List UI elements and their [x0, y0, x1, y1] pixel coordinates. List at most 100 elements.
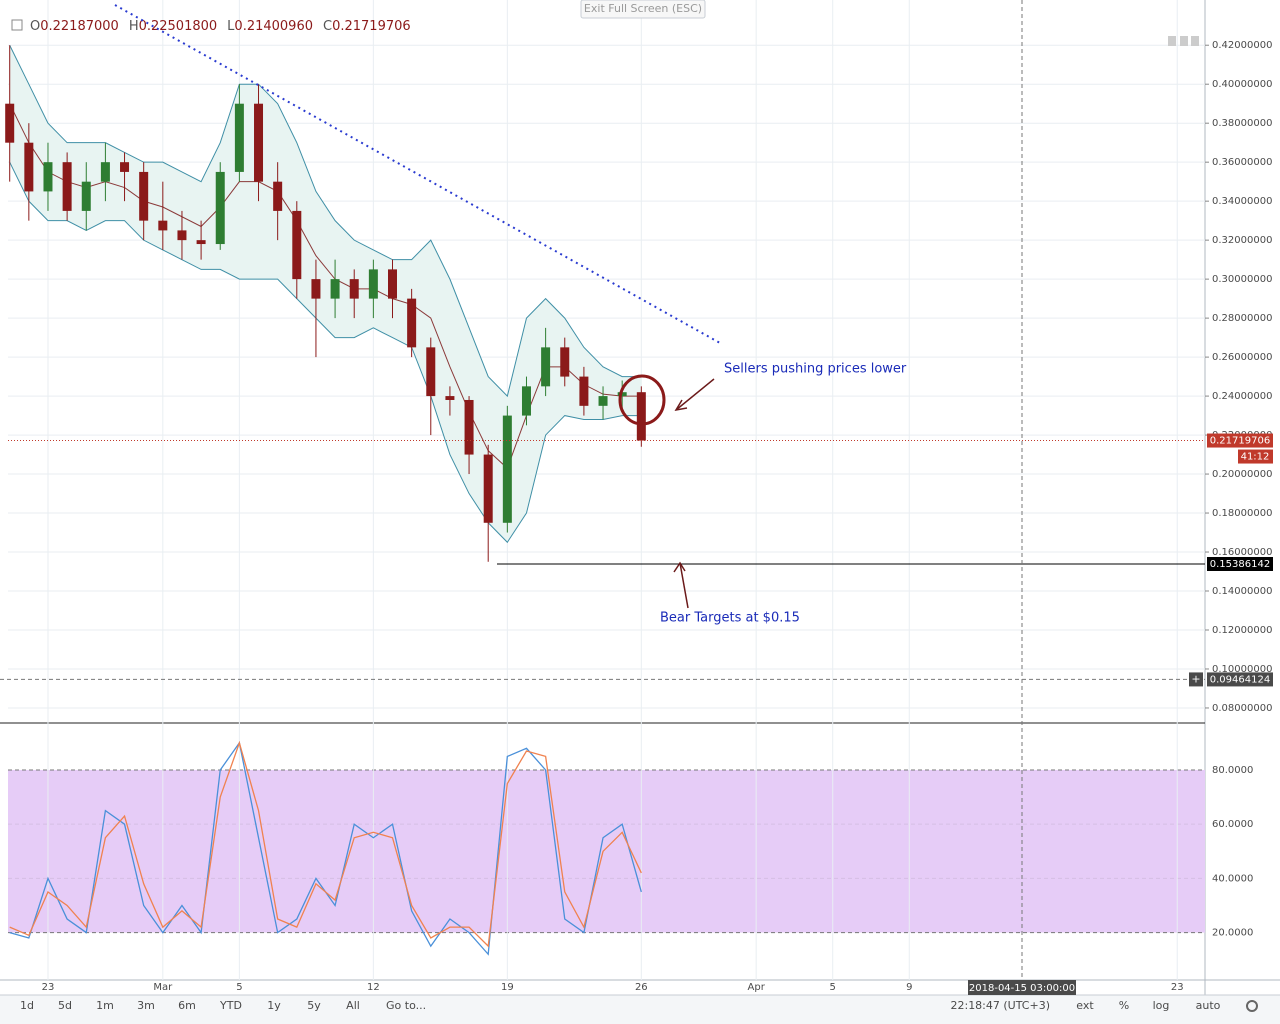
candle-body [81, 181, 91, 211]
ohlc-key: O [30, 19, 40, 34]
candle-body [445, 396, 455, 400]
y-tick-label: 0.08000000 [1212, 703, 1272, 714]
range-button[interactable]: 5d [58, 999, 72, 1012]
pane-button[interactable] [1168, 36, 1176, 46]
range-button[interactable]: YTD [219, 999, 242, 1012]
range-button[interactable]: 1m [96, 999, 114, 1012]
bottom-toolbar [0, 995, 1280, 1024]
range-button[interactable]: 3m [137, 999, 155, 1012]
exit-fullscreen-button[interactable] [580, 0, 706, 19]
candle-body [330, 279, 340, 299]
range-button[interactable]: 1d [20, 999, 34, 1012]
y-tick-label: 0.28000000 [1212, 313, 1272, 324]
ohlc-key: L [227, 19, 235, 34]
y-tick-label: 0.40000000 [1212, 79, 1272, 90]
candle-body [560, 347, 570, 377]
y-tick-label: 0.36000000 [1212, 157, 1272, 168]
add-button-icon: + [1191, 672, 1200, 685]
pane-button[interactable] [1191, 36, 1199, 46]
candle-body [521, 386, 531, 416]
ohlc-key: C [323, 19, 332, 34]
y-tick-label: 0.24000000 [1212, 391, 1272, 402]
x-tick-label: 26 [635, 982, 648, 993]
candle-body [43, 162, 53, 192]
y-tick-label: 0.26000000 [1212, 352, 1272, 363]
legend-toggle[interactable] [11, 19, 23, 31]
y-tick-label: 0.32000000 [1212, 235, 1272, 246]
ohlc-value: 0.22501800 [139, 19, 218, 34]
exit-fullscreen-label: Exit Full Screen (ESC) [584, 2, 702, 15]
ohlc-value: 0.21400960 [234, 19, 313, 34]
candle-body [292, 210, 302, 280]
ohlc-legend: O0.22187000 H0.22501800 L0.21400960 C0.2171… [30, 19, 411, 34]
trendline [114, 4, 721, 344]
candle-body [5, 103, 15, 143]
y-tick-label: 0.18000000 [1212, 508, 1272, 519]
x-tick-label: 23 [42, 982, 55, 993]
candle-body [273, 181, 283, 211]
x-tick-label: 23 [1171, 982, 1184, 993]
y-tick-label: 0.20000000 [1212, 469, 1272, 480]
candle-body [24, 142, 34, 192]
goto-button[interactable]: Go to... [386, 999, 426, 1012]
arrow-head [673, 561, 686, 573]
price-label: 0.21719706 [1210, 436, 1270, 447]
range-button[interactable]: 5y [307, 999, 321, 1012]
crosshair-time-box [968, 980, 1076, 995]
pane-button[interactable] [1180, 36, 1188, 46]
y-tick-label: 60.0000 [1212, 819, 1253, 830]
crosshair-price-box [1207, 672, 1273, 687]
price-label-box [1207, 433, 1273, 448]
candle-body [100, 162, 110, 182]
candle-body [483, 454, 493, 523]
y-tick-label: 0.16000000 [1212, 547, 1272, 558]
candle-body [311, 279, 321, 299]
settings-button[interactable] [1246, 1000, 1258, 1012]
y-tick-label: 0.42000000 [1212, 40, 1272, 51]
x-tick-label: 5 [236, 982, 242, 993]
candle-body [579, 376, 589, 406]
y-tick-label: 20.0000 [1212, 928, 1253, 939]
annotation: Bear Targets at $0.15 [660, 611, 800, 626]
x-tick-label: 19 [501, 982, 514, 993]
candle-body [139, 171, 149, 221]
y-tick-label: 0.12000000 [1212, 625, 1272, 636]
range-button[interactable]: 1y [267, 999, 281, 1012]
range-button[interactable]: All [346, 999, 360, 1012]
candle-body [541, 347, 551, 387]
y-tick-label: 0.10000000 [1212, 664, 1272, 675]
ohlc-value: 0.21719706 [332, 19, 411, 34]
bollinger-fill [9, 45, 642, 543]
range-button[interactable]: 6m [178, 999, 196, 1012]
option-button[interactable]: ext [1076, 999, 1094, 1012]
candle-body [368, 269, 378, 299]
annotation-arrow [675, 378, 715, 411]
candle-body [177, 230, 187, 241]
option-button[interactable]: % [1119, 999, 1129, 1012]
candle-body [407, 298, 417, 348]
y-tick-label: 40.0000 [1212, 873, 1253, 884]
clock: 22:18:47 (UTC+3) [950, 999, 1050, 1012]
candle-body [62, 162, 72, 211]
candle-body [254, 103, 264, 182]
x-tick-label: 9 [906, 982, 912, 993]
x-tick-label: 5 [830, 982, 836, 993]
add-button[interactable] [1189, 672, 1203, 687]
bollinger-middle [9, 103, 642, 470]
y-tick-label: 0.34000000 [1212, 196, 1272, 207]
price-label-box [1207, 556, 1273, 571]
candle-body [196, 240, 206, 245]
arrow-head [674, 399, 688, 412]
x-tick-label: 12 [367, 982, 380, 993]
option-button[interactable]: auto [1196, 999, 1221, 1012]
candle-body [349, 279, 359, 299]
candle-body [464, 399, 474, 455]
option-button[interactable]: log [1153, 999, 1170, 1012]
annotation-circle [618, 374, 666, 426]
stoch-band [8, 769, 1205, 933]
y-tick-label: 80.0000 [1212, 765, 1253, 776]
countdown: 41:12 [1241, 452, 1270, 463]
y-tick-label: 0.38000000 [1212, 118, 1272, 129]
